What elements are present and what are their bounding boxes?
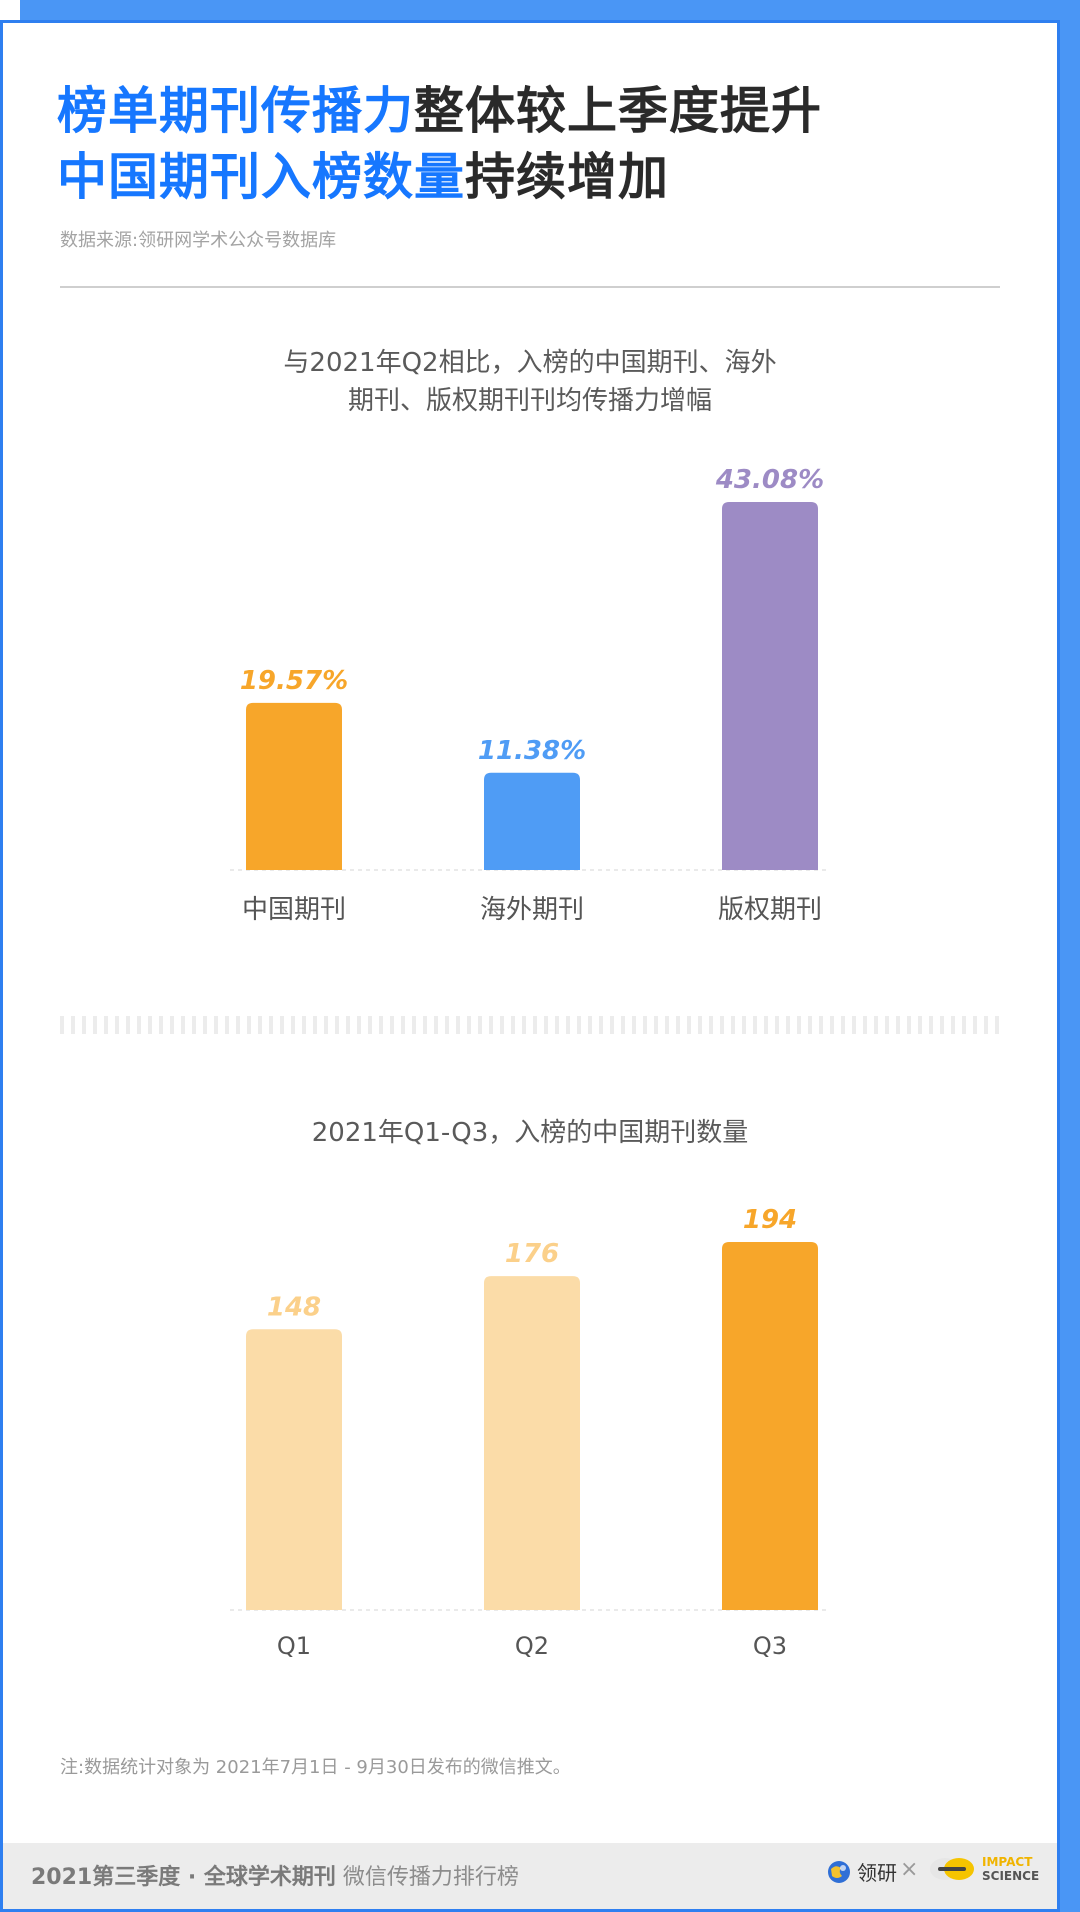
chart1-category-label: 版权期刊 (718, 895, 822, 925)
chart1-bar (484, 772, 580, 870)
brand2-line2: SCIENCE (982, 1869, 1040, 1883)
footer-bar: 2021第三季度 · 全球学术期刊 微信传播力排行榜 领研 × IMPACT S… (3, 1843, 1057, 1909)
brand2-line1: IMPACT (982, 1855, 1033, 1869)
chart1-category-label: 海外期刊 (480, 895, 584, 925)
headline-line1-rest: 整体较上季度提升 (414, 82, 822, 140)
chart2-data-label: 194 (743, 1205, 797, 1235)
footer-title-light: 微信传播力排行榜 (335, 1865, 519, 1890)
chart1-category-label: 中国期刊 (242, 895, 346, 925)
chart1-data-label: 43.08% (715, 465, 824, 495)
footer-title: 2021第三季度 · 全球学术期刊 微信传播力排行榜 (31, 1859, 519, 1891)
chart2-title: 2021年Q1-Q3，入榜的中国期刊数量 (311, 1118, 749, 1148)
headline-line2: 中国期刊入榜数量持续增加 (57, 144, 822, 210)
chart2-bar (484, 1276, 580, 1610)
chart2-data-label: 176 (505, 1239, 559, 1269)
chart1-data-label: 19.57% (240, 666, 348, 696)
chart2-category-label: Q2 (515, 1632, 549, 1660)
brand-linkresearcher: 领研 (827, 1857, 897, 1886)
chart1-growth-bar-chart: 19.57% 中国期刊 11.38% 海外期刊 43.08% 版权期刊 (230, 465, 830, 925)
headline-line1-highlight: 榜单期刊传播力 (57, 82, 414, 140)
section-divider (60, 1016, 1000, 1034)
chart1-title: 与2021年Q2相比，入榜的中国期刊、海外 期刊、版权期刊刊均传播力增幅 (283, 348, 777, 416)
footer-title-bold: 2021第三季度 · 全球学术期刊 (31, 1865, 336, 1890)
chart2-category-label: Q3 (753, 1632, 787, 1660)
footnote: 注:数据统计对象为 2021年7月1日 - 9月30日发布的微信推文。 (60, 1757, 571, 1778)
headline-line2-highlight: 中国期刊入榜数量 (57, 148, 465, 206)
brand1-label: 领研 (857, 1861, 897, 1885)
chart1-bar (246, 702, 342, 870)
brand-impact-science: IMPACT SCIENCE (928, 1855, 1039, 1883)
chart2-bar (722, 1242, 818, 1610)
chart1-data-label: 11.38% (478, 736, 586, 766)
headline-line1: 榜单期刊传播力整体较上季度提升 (57, 78, 822, 144)
impact-science-logo-icon (930, 1858, 974, 1880)
headline: 榜单期刊传播力整体较上季度提升 中国期刊入榜数量持续增加 (57, 78, 822, 210)
chart2-category-label: Q1 (277, 1632, 311, 1660)
chart2-data-label: 148 (267, 1292, 321, 1322)
brand2-wordmark: IMPACT SCIENCE (982, 1855, 1039, 1883)
chart2-bar (246, 1329, 342, 1610)
globe-logo-icon (828, 1860, 850, 1883)
data-source: 数据来源:领研网学术公众号数据库 (60, 230, 337, 251)
headline-line2-rest: 持续增加 (465, 148, 669, 206)
chart1-bar (722, 502, 818, 870)
chart2-count-bar-chart: 148 Q1 176 Q2 194 Q3 (230, 1205, 830, 1660)
header-rule (60, 286, 1000, 288)
times-separator: × (900, 1857, 919, 1882)
